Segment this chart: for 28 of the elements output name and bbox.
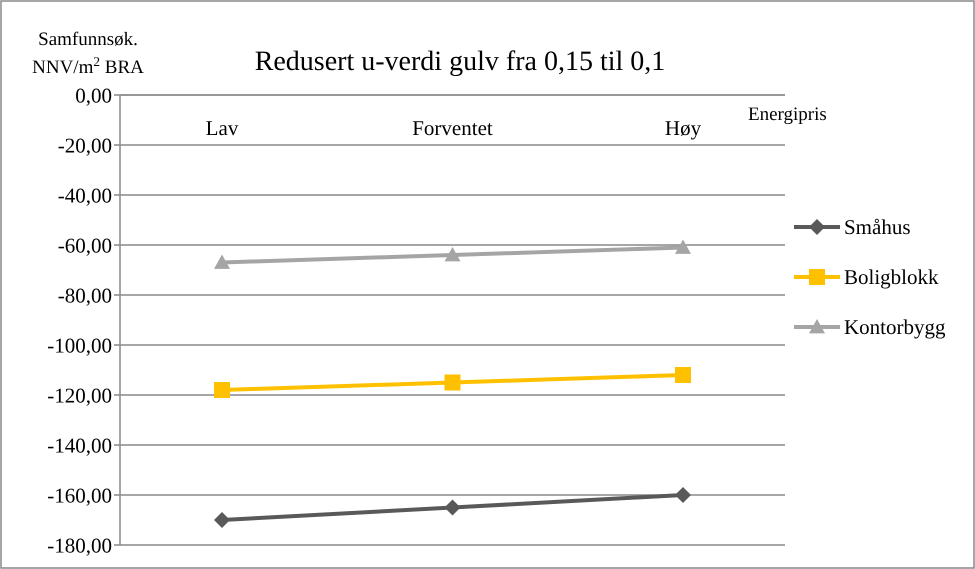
y-tick-label: -140,00 [47, 433, 112, 458]
y-tick-label: 0,00 [75, 83, 112, 108]
legend-label: Kontorbygg [844, 315, 946, 339]
x-tick-label: Forventet [412, 116, 493, 140]
x-tick-label: Høy [664, 116, 702, 140]
point [214, 512, 230, 528]
y-tick-label: -120,00 [47, 383, 112, 408]
legend-label: Boligblokk [844, 265, 940, 289]
y-tick-label: -160,00 [47, 483, 112, 508]
y-tick-label: -20,00 [58, 133, 112, 158]
point [444, 374, 460, 390]
point [444, 247, 460, 262]
y-tick-label: -180,00 [47, 533, 112, 558]
y-tick-label: -40,00 [58, 183, 112, 208]
point [214, 382, 230, 398]
point [214, 254, 230, 269]
y-axis-title: Samfunnsøk. NNV/m$^{2}$ BRA [32, 29, 144, 78]
y-tick-label: -60,00 [58, 233, 112, 258]
x-axis-title: Energipris [748, 104, 827, 125]
point [675, 240, 691, 254]
y-tick-label: -80,00 [58, 283, 112, 308]
x-tick-label: Lav [206, 116, 239, 140]
point [444, 500, 460, 516]
point [675, 367, 691, 383]
legend-label: Småhus [844, 215, 911, 239]
y-tick-label: -100,00 [47, 333, 112, 358]
chart-title: Redusert u-verdi gulv fra 0,15 til 0,1 [254, 46, 666, 77]
point [675, 487, 691, 503]
